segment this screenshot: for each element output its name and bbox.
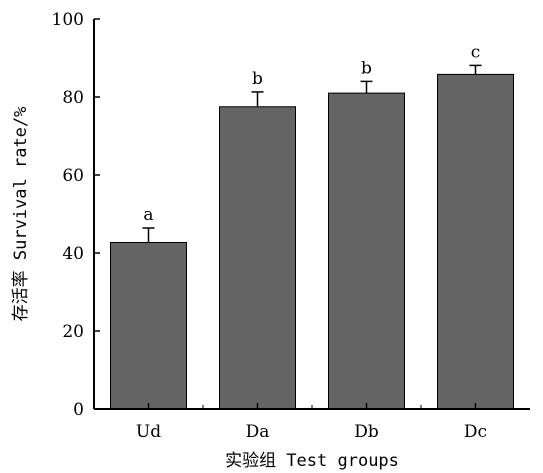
y-tick-label: 0 <box>73 400 84 420</box>
x-tick-label: Da <box>246 422 270 442</box>
significance-label: b <box>361 58 372 78</box>
bar <box>219 106 296 410</box>
significance-label: a <box>143 205 153 225</box>
significance-label: b <box>252 69 263 89</box>
bar <box>328 92 405 410</box>
plot-area: a b b c <box>110 42 514 410</box>
bar <box>110 241 187 410</box>
y-tick-label: 20 <box>62 322 84 342</box>
y-tick-label: 80 <box>62 88 84 108</box>
x-tick-label: Dc <box>464 422 487 442</box>
significance-label: c <box>471 42 481 62</box>
x-axis-title: 实验组 Test groups <box>225 451 399 471</box>
y-tick-label: 40 <box>62 244 84 264</box>
x-tick-label: Ud <box>136 422 161 442</box>
y-tick-label: 60 <box>62 166 84 186</box>
bar <box>437 73 514 410</box>
x-tick-label: Db <box>354 422 379 442</box>
y-axis-title: 存活率 Survival rate/% <box>11 107 31 322</box>
y-tick-label: 100 <box>52 10 84 30</box>
axes: 0 20 40 60 80 100 Ud Da Db Dc <box>52 10 530 442</box>
